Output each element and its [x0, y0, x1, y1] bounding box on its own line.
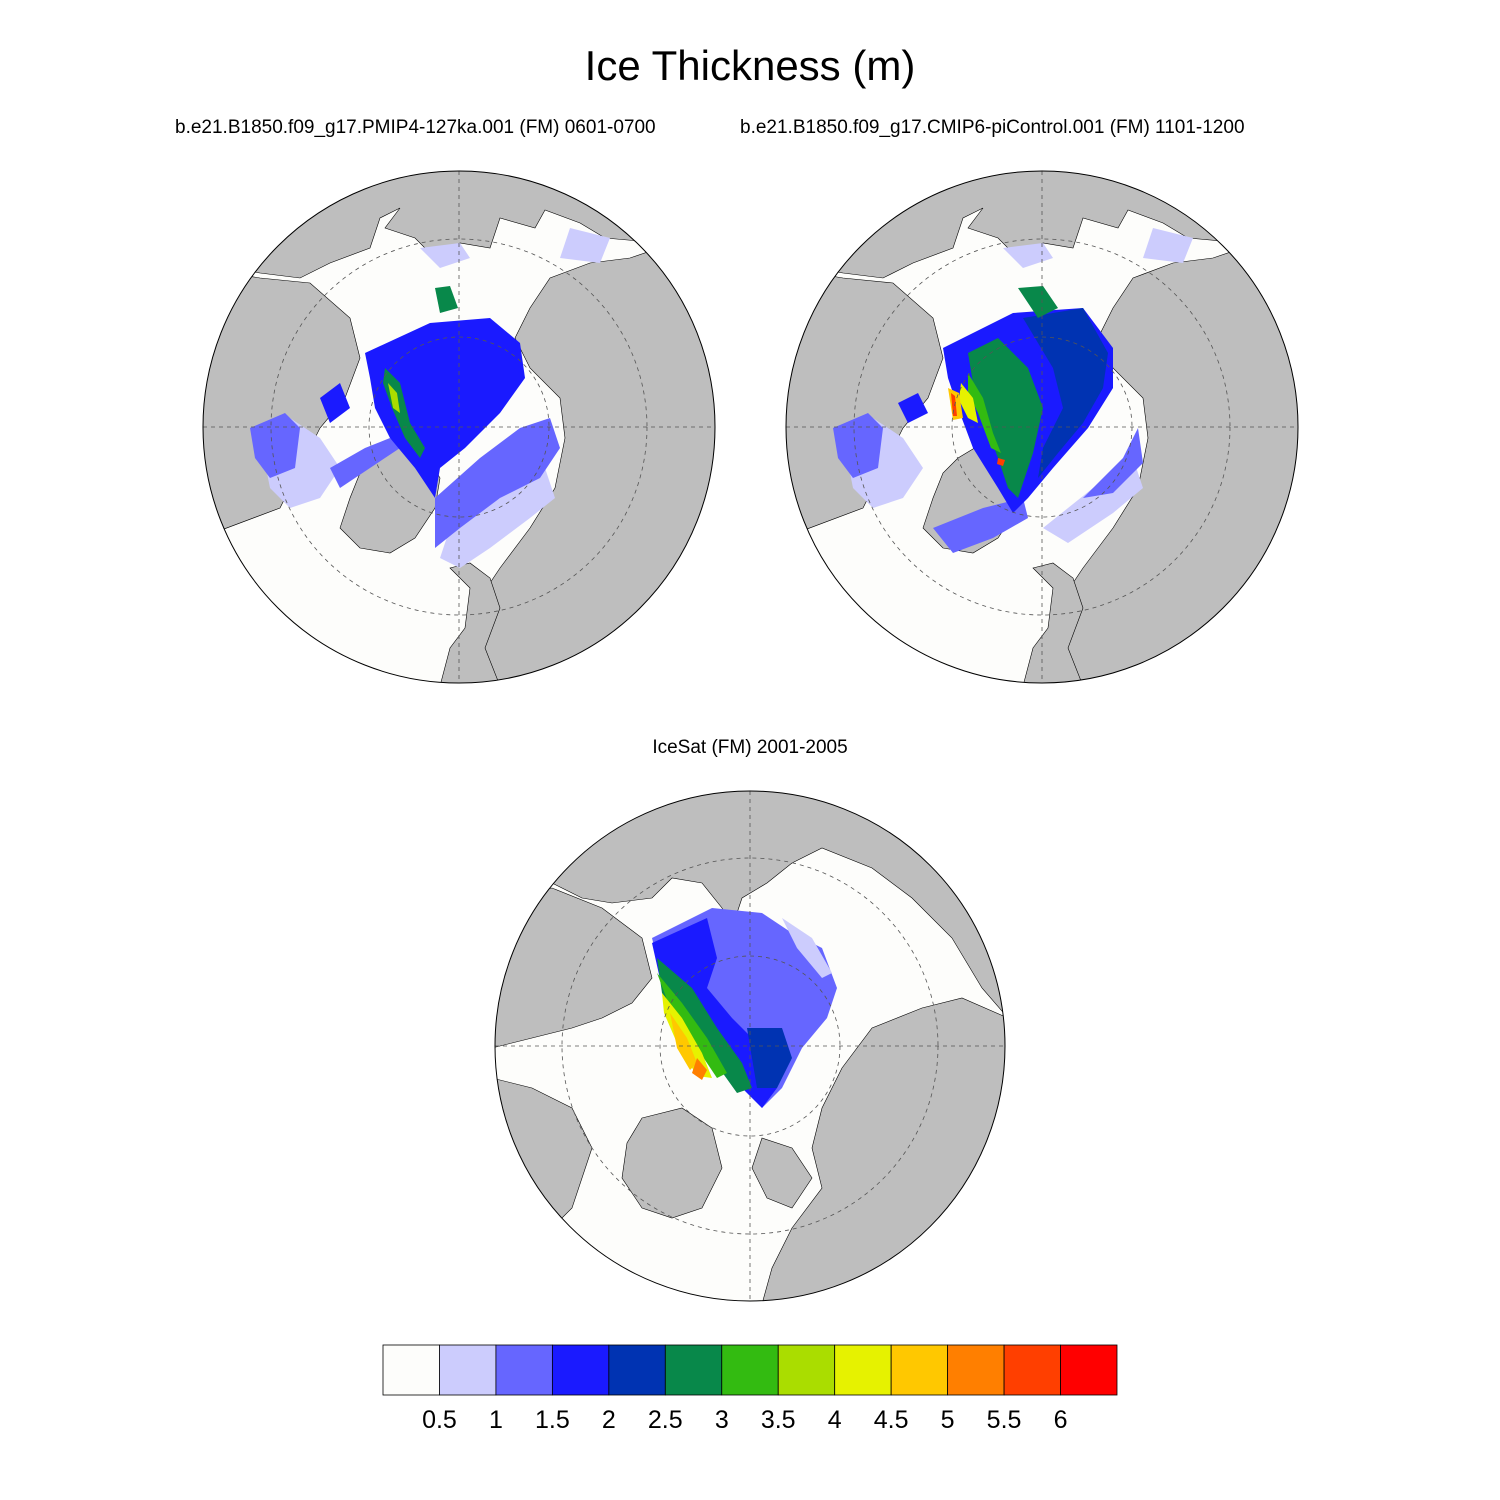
ice-5.5-6: [951, 393, 1005, 466]
colorbar-swatch: [439, 1344, 497, 1396]
panel-b-title: b.e21.B1850.f09_g17.CMIP6-piControl.001 …: [740, 117, 1245, 138]
map-border: [494, 790, 1006, 1302]
colorbar-tick-label: 4: [827, 1406, 842, 1434]
colorbar-tick-label: 2.5: [647, 1406, 683, 1434]
land-north-america: [786, 267, 944, 539]
ice-2-2.5: [1023, 308, 1108, 478]
colorbar-tick-label: 0.5: [422, 1406, 457, 1434]
colorbar-tick-label: 5: [940, 1406, 955, 1434]
graticule: [203, 171, 715, 683]
ice-5-5.5: [692, 1058, 707, 1080]
ice-3-3.5-top: [435, 286, 458, 313]
land-europe: [1022, 562, 1084, 683]
colorbar-swatch: [947, 1344, 1005, 1396]
colorbar-swatch: [834, 1344, 892, 1396]
land-russia: [495, 791, 1005, 1019]
ice-1-1.5: [250, 413, 560, 548]
ice-0.5-1: [782, 918, 832, 978]
land-scandinavia: [751, 1137, 813, 1209]
ice-2-2.5: [747, 1028, 792, 1088]
panel-a-title: b.e21.B1850.f09_g17.PMIP4-127ka.001 (FM)…: [175, 117, 656, 138]
colorbar-swatch: [1003, 1344, 1061, 1396]
ice-1-1.5: [833, 413, 1143, 553]
land-europe: [439, 562, 501, 683]
colorbar-tick-label: 6: [1053, 1406, 1068, 1434]
colorbar-tick-label: 2: [601, 1406, 616, 1434]
ice-2.5-3: [968, 286, 1058, 498]
map-border: [785, 170, 1299, 684]
ice-4-5: [388, 383, 400, 413]
graticule: [495, 791, 1005, 1301]
ice-3-3.5: [657, 973, 727, 1078]
figure-title: Ice Thickness (m): [584, 42, 916, 89]
ice-0.5-1: [843, 228, 1193, 543]
colorbar-tick-label: 3: [714, 1406, 729, 1434]
polar-map-pmip4: [202, 170, 716, 684]
colorbar-swatch: [382, 1344, 440, 1396]
polar-map-icesat: [494, 790, 1006, 1302]
panel-c-title: IceSat (FM) 2001-2005: [652, 737, 848, 758]
colorbar-swatch: [495, 1344, 553, 1396]
colorbar-tick-label: 3.5: [760, 1406, 796, 1434]
colorbar-swatch: [1060, 1344, 1118, 1396]
colorbar-swatch: [721, 1344, 779, 1396]
ice-1.5-2: [652, 918, 777, 1108]
graticule: [786, 171, 1298, 683]
colorbar-tick-label: 1: [488, 1406, 503, 1434]
ice-4-4.5: [662, 993, 712, 1078]
colorbar-swatch: [664, 1344, 723, 1396]
ice-4-4.5: [959, 383, 978, 423]
colorbar-swatch: [777, 1344, 836, 1396]
polar-map-cmip6: [785, 170, 1299, 684]
ice-3-3.5: [968, 373, 1001, 453]
colorbar-tick-label: 1.5: [534, 1406, 570, 1434]
colorbar-swatch: [890, 1344, 949, 1396]
ice-1.5-2: [320, 318, 525, 498]
colorbar-tick-label: 5.5: [986, 1406, 1022, 1434]
ice-4.5-5: [670, 1013, 697, 1070]
land-greenland: [621, 1107, 723, 1219]
colorbar-tick-label: 4.5: [873, 1406, 909, 1434]
colorbar-swatch: [551, 1344, 610, 1396]
colorbar: [382, 1344, 1118, 1396]
land-north-america: [495, 887, 653, 1049]
map-border: [202, 170, 716, 684]
ice-2.5-3: [657, 958, 752, 1093]
colorbar-swatch: [608, 1344, 666, 1396]
